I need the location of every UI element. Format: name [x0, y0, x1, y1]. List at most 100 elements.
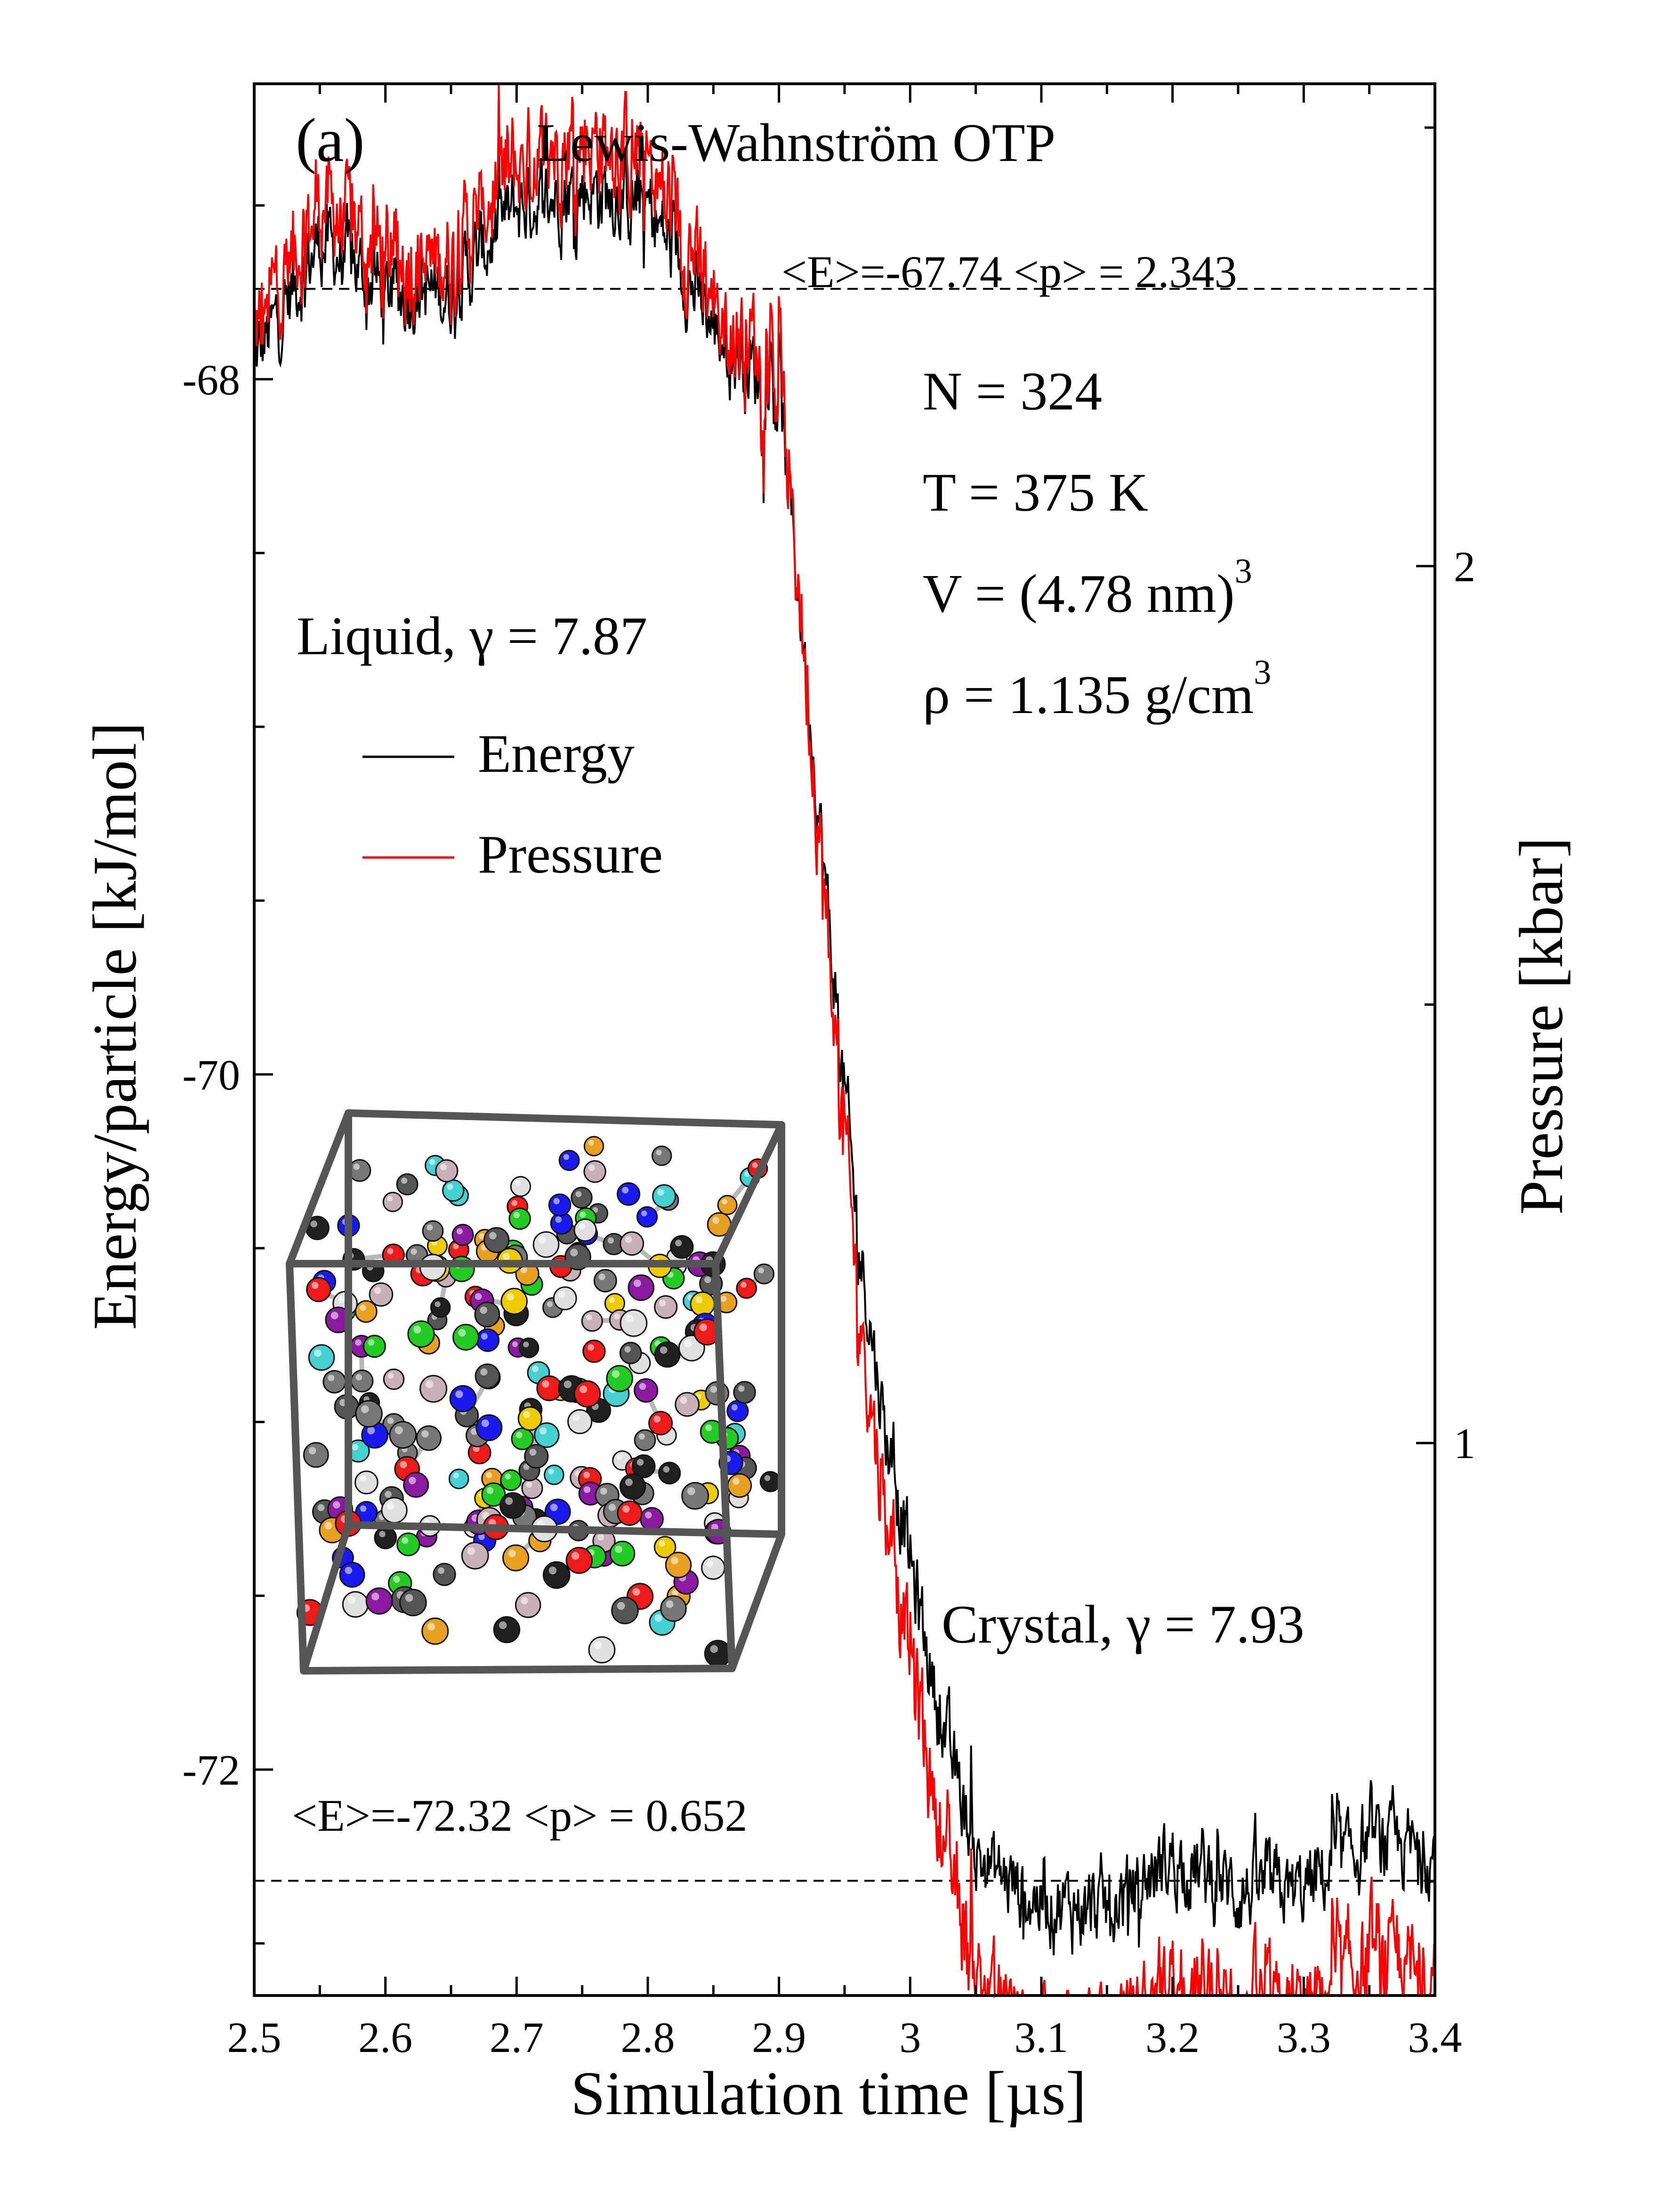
- atom: [493, 1616, 521, 1643]
- atom-highlight: [758, 1267, 764, 1274]
- atom-highlight: [508, 1549, 516, 1557]
- y-left-tick-labels: -68 -70 -72: [182, 356, 240, 1794]
- atom: [508, 1207, 531, 1230]
- atom-highlight: [411, 1248, 417, 1255]
- atom: [652, 1184, 676, 1209]
- atom-highlight: [607, 1237, 614, 1244]
- atom: [474, 1301, 500, 1328]
- atom: [374, 1526, 397, 1549]
- atom-highlight: [328, 1374, 335, 1381]
- atom-highlight: [310, 1220, 317, 1227]
- atom-highlight: [572, 1414, 580, 1421]
- atom-highlight: [645, 1511, 652, 1519]
- atom-highlight: [733, 1478, 740, 1485]
- atom-highlight: [583, 1471, 590, 1479]
- atom-highlight: [594, 1641, 602, 1650]
- y-right-axis-label: Pressure [kbar]: [1506, 837, 1576, 1215]
- atom: [339, 1562, 365, 1588]
- atom: [583, 1160, 606, 1183]
- atom-highlight: [626, 1314, 634, 1322]
- x-tick-label: 3.3: [1277, 2013, 1331, 2061]
- atom: [759, 1471, 781, 1492]
- liquid-gamma-annotation: Liquid, γ = 7.87: [297, 606, 647, 666]
- atom: [648, 1411, 673, 1435]
- atom-highlight: [598, 1274, 605, 1280]
- atom-highlight: [548, 1468, 554, 1475]
- atom: [407, 1320, 435, 1348]
- x-tick-label: 2.9: [752, 2013, 806, 2061]
- atom-highlight: [550, 1504, 558, 1511]
- atom-highlight: [314, 1349, 322, 1357]
- atom-highlight: [553, 1198, 560, 1204]
- x-tick-label: 2.6: [358, 2013, 412, 2061]
- atom-highlight: [367, 1427, 375, 1435]
- atom: [704, 1640, 732, 1667]
- atom: [515, 1592, 541, 1619]
- atom-highlight: [613, 1313, 620, 1320]
- atom: [355, 1400, 383, 1428]
- x-tick-label: 2.7: [490, 2013, 544, 2061]
- atom-highlight: [513, 1211, 520, 1218]
- atom: [654, 1341, 681, 1368]
- atom: [681, 1482, 709, 1510]
- atom-highlight: [400, 1461, 407, 1468]
- atom-highlight: [583, 1486, 591, 1493]
- atom-highlight: [523, 1411, 530, 1419]
- atom-highlight: [429, 1159, 435, 1165]
- density-annotation: ρ = 1.135 g/cm3: [923, 653, 1271, 725]
- atom: [573, 1380, 601, 1408]
- atom-highlight: [374, 1287, 381, 1294]
- atom-highlight: [671, 1556, 678, 1564]
- temperature-annotation: T = 375 K: [923, 463, 1148, 523]
- atom-highlight: [563, 1154, 570, 1160]
- atom-highlight: [486, 1472, 492, 1478]
- atom-highlight: [505, 1474, 511, 1480]
- atom-highlight: [440, 1163, 447, 1170]
- atom-highlight: [360, 1475, 367, 1482]
- atom-highlight: [570, 1249, 578, 1257]
- atom-highlight: [427, 1224, 433, 1231]
- atom: [322, 1370, 346, 1394]
- atom-highlight: [586, 1314, 592, 1321]
- legend: Energy Pressure: [362, 724, 663, 885]
- atom-highlight: [659, 1540, 665, 1547]
- atom: [483, 1227, 510, 1253]
- box-depth-edge: [286, 1109, 352, 1267]
- atom-highlight: [348, 1596, 355, 1604]
- x-axis-label: Simulation time [µs]: [571, 2059, 1086, 2128]
- atom-highlight: [532, 1365, 539, 1372]
- atom-highlight: [311, 1282, 319, 1289]
- box-depth-edge: [300, 1521, 352, 1675]
- y-right-tick-label: 1: [1454, 1419, 1475, 1467]
- atom-highlight: [333, 1501, 340, 1509]
- atom: [636, 1206, 658, 1228]
- atom: [654, 1295, 678, 1319]
- atom: [303, 1442, 329, 1468]
- atom-highlight: [401, 1178, 408, 1184]
- atom-highlight: [467, 1547, 475, 1555]
- atom-highlight: [413, 1325, 421, 1334]
- atom: [753, 1263, 775, 1285]
- atom: [565, 1547, 593, 1574]
- atom: [606, 1365, 633, 1392]
- atom: [396, 1532, 420, 1556]
- atom-highlight: [663, 1466, 670, 1473]
- atom: [536, 1375, 563, 1402]
- atom: [433, 1563, 456, 1586]
- atom-highlight: [542, 1380, 549, 1388]
- atom: [348, 1159, 371, 1182]
- atom: [619, 1473, 646, 1500]
- atom-highlight: [499, 1621, 507, 1629]
- atom-highlight: [360, 1505, 367, 1512]
- molecular-snapshot-inset: [286, 1109, 785, 1675]
- atom-highlight: [317, 1504, 325, 1511]
- atom: [652, 1146, 672, 1166]
- atom: [362, 1335, 386, 1358]
- atom: [365, 1587, 393, 1615]
- atom-highlight: [379, 1531, 386, 1538]
- atom: [502, 1544, 530, 1571]
- atom: [524, 1444, 549, 1469]
- atom-highlight: [409, 1477, 416, 1484]
- energy-series-line: [253, 120, 1436, 1956]
- x-tick-label: 2.5: [227, 2013, 282, 2061]
